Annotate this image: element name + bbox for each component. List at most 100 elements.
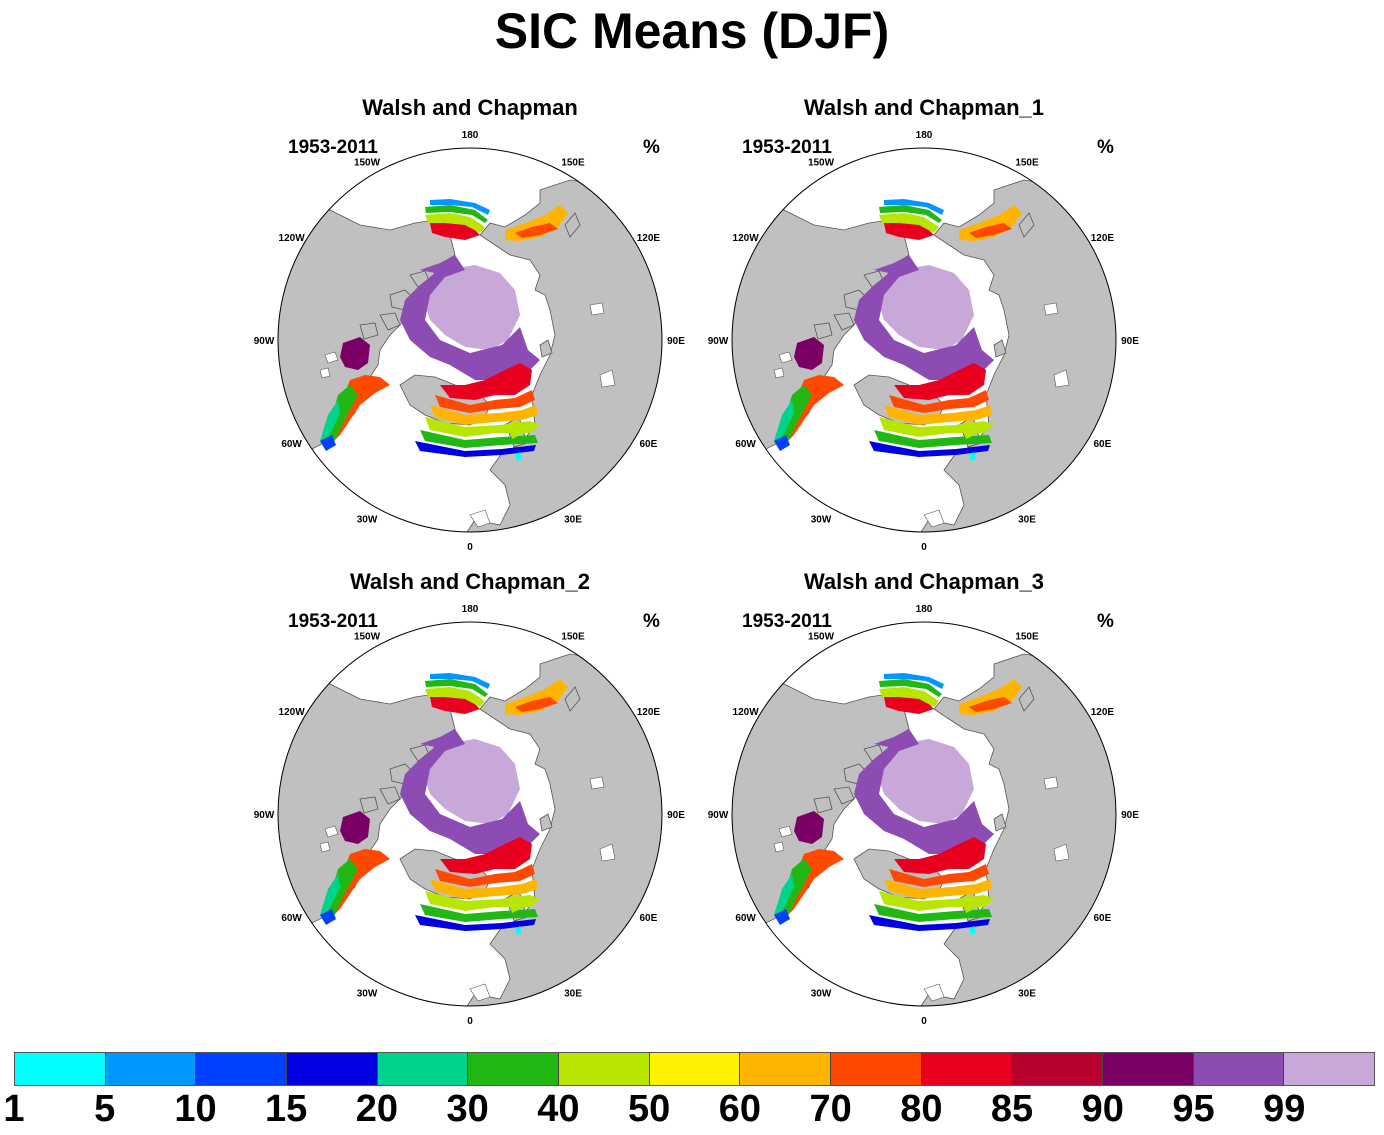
sea-ice-region — [869, 915, 990, 931]
sea-ice-region — [415, 441, 536, 457]
longitude-label: 90W — [254, 336, 275, 347]
colorbar-tick-label: 15 — [265, 1088, 308, 1130]
land-mass — [359, 322, 379, 340]
sea-ice-region — [884, 405, 992, 425]
map-border — [277, 147, 663, 533]
sea-ice-region — [879, 679, 942, 697]
colorbar-swatch — [1284, 1053, 1375, 1085]
sea-ice-region — [435, 390, 535, 413]
longitude-label: 30W — [811, 514, 832, 525]
colorbar-tick-label: 40 — [537, 1088, 580, 1130]
longitude-label: 60E — [640, 439, 658, 450]
longitude-label: 150W — [354, 158, 381, 169]
lake — [773, 367, 785, 379]
longitude-label: 30E — [1018, 988, 1036, 999]
sea-ice-region — [420, 739, 520, 824]
colorbar-tick-label: 10 — [174, 1088, 217, 1130]
sea-ice-region — [325, 859, 358, 921]
land-mass — [833, 312, 855, 331]
lake — [1043, 776, 1059, 790]
sea-ice-region — [879, 205, 942, 223]
longitude-label: 150E — [561, 158, 585, 169]
sea-ice-region — [440, 837, 532, 874]
sea-ice-region — [430, 405, 538, 425]
colorbar-labels: 1 5 10 15 20 30 40 50 60 70 80 85 90 95 99 — [0, 1088, 1384, 1134]
polar-map: 180 150E 120E 90E 60E 30E 0 30W 60W 90W 120W 150W — [708, 130, 1140, 553]
sea-ice-region — [420, 430, 538, 448]
sea-ice-region — [884, 199, 944, 215]
colorbar-tick-label: 50 — [627, 1088, 671, 1130]
sea-ice-region — [782, 375, 844, 443]
sea-ice-region — [794, 337, 824, 370]
sea-ice-region — [874, 430, 992, 448]
unit-label: % — [1097, 137, 1114, 158]
colorbar-swatch — [196, 1053, 288, 1085]
sea-ice-region — [794, 811, 824, 844]
sea-ice-region — [515, 223, 558, 238]
colorbar-swatch — [287, 1053, 378, 1085]
lake — [319, 841, 331, 853]
longitude-label: 0 — [467, 1016, 473, 1027]
colorbar-tick-label: 90 — [1081, 1088, 1124, 1130]
sea-ice-region — [400, 255, 540, 380]
lake — [1053, 843, 1070, 862]
longitude-label: 150W — [808, 632, 835, 643]
sea-ice-region — [515, 452, 522, 461]
colorbar — [14, 1052, 1375, 1086]
unit-label: % — [643, 137, 660, 158]
sea-ice-region — [854, 255, 994, 380]
lake — [469, 509, 491, 528]
lake — [773, 841, 785, 853]
longitude-label: 60E — [640, 913, 658, 924]
lake — [778, 351, 793, 364]
colorbar-swatch — [740, 1053, 832, 1085]
lake — [1053, 369, 1070, 388]
land-mass — [1018, 212, 1035, 238]
sea-ice-region — [425, 687, 485, 707]
panel-title: Walsh and Chapman_3 — [803, 569, 1044, 594]
sea-ice-region — [774, 400, 794, 445]
longitude-label: 0 — [921, 542, 927, 553]
lake — [599, 369, 616, 388]
longitude-label: 0 — [921, 1016, 927, 1027]
lake — [964, 1019, 989, 1032]
longitude-label: 30E — [1018, 514, 1036, 525]
longitude-label: 120E — [1091, 707, 1115, 718]
sea-ice-region — [435, 864, 535, 887]
colorbar-tick-label: 5 — [94, 1088, 116, 1130]
longitude-label: 0 — [467, 542, 473, 553]
sea-ice-region — [779, 385, 812, 447]
land-mass — [1018, 686, 1035, 712]
sea-ice-region — [415, 915, 536, 931]
panel-title: Walsh and Chapman — [362, 95, 578, 120]
lake — [923, 983, 945, 1002]
period-label: 1953-2011 — [742, 137, 832, 158]
sea-ice-region — [894, 363, 986, 400]
longitude-label: 60W — [735, 913, 756, 924]
sea-ice-region — [969, 926, 976, 935]
sea-ice-region — [430, 673, 490, 689]
sea-ice-region — [854, 729, 994, 854]
sea-ice-region — [515, 697, 558, 712]
longitude-label: 180 — [462, 130, 479, 141]
polar-map: 180 150E 120E 90E 60E 30E 0 30W 60W 90W 120W 150W — [254, 130, 686, 553]
longitude-label: 120E — [1091, 233, 1115, 244]
land-mass — [833, 786, 855, 805]
sea-ice-region — [328, 375, 390, 443]
period-label: 1953-2011 — [288, 611, 378, 632]
colorbar-swatch — [559, 1053, 650, 1085]
sea-ice-region — [962, 894, 974, 913]
lake — [589, 776, 605, 790]
sea-ice-region — [320, 435, 336, 451]
colorbar-swatch — [1012, 1053, 1104, 1085]
sea-ice-region — [889, 864, 989, 887]
map-panel: 180 150E 120E 90E 60E 30E 0 30W 60W 90W 120W 150W W… — [694, 569, 1154, 1039]
sea-ice-region — [340, 337, 370, 370]
land-mass — [993, 813, 1007, 832]
longitude-label: 60E — [1094, 913, 1112, 924]
land-mass — [813, 322, 833, 340]
sea-ice-region — [782, 849, 844, 917]
land-mass — [564, 212, 581, 238]
colorbar-tick-label: 80 — [900, 1088, 943, 1130]
sea-ice-region — [879, 213, 939, 233]
